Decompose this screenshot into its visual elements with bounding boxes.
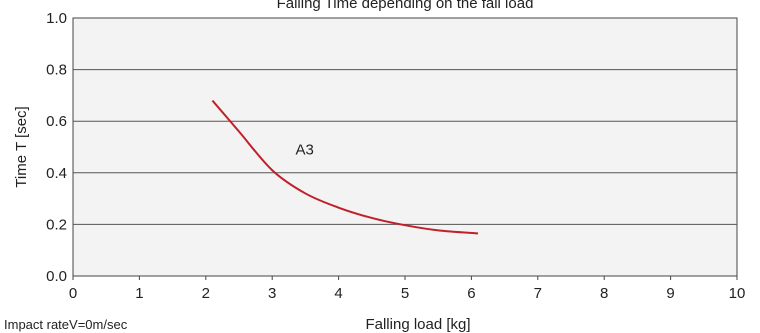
y-tick-label: 0.6 bbox=[46, 113, 67, 130]
x-tick-label: 5 bbox=[401, 285, 409, 302]
y-tick-label: 0.0 bbox=[46, 268, 67, 285]
x-tick-label: 1 bbox=[135, 285, 143, 302]
y-tick-label: 1.0 bbox=[46, 10, 67, 27]
y-axis-title: Time T [sec] bbox=[13, 106, 30, 187]
y-tick-label: 0.4 bbox=[46, 165, 67, 182]
x-tick-label: 10 bbox=[729, 285, 746, 302]
x-tick-label: 8 bbox=[600, 285, 608, 302]
impact-rate-note: Impact rateV=0m/sec bbox=[4, 317, 128, 332]
y-tick-labels: 0.0 0.2 0.4 0.6 0.8 1.0 bbox=[46, 10, 67, 285]
x-tick-label: 9 bbox=[666, 285, 674, 302]
x-tick-labels: 0 1 2 3 4 5 6 7 8 9 10 bbox=[69, 276, 746, 302]
x-tick-label: 0 bbox=[69, 285, 77, 302]
series-annotation-a3: A3 bbox=[295, 142, 313, 159]
chart-title: Falling Time depending on the fall load bbox=[277, 0, 534, 12]
x-axis-title: Falling load [kg] bbox=[365, 316, 470, 333]
x-tick-label: 6 bbox=[467, 285, 475, 302]
x-tick-label: 4 bbox=[334, 285, 342, 302]
series-line-a3 bbox=[211, 99, 479, 235]
x-tick-label: 3 bbox=[268, 285, 276, 302]
y-tick-label: 0.2 bbox=[46, 216, 67, 233]
plot-area bbox=[72, 17, 738, 277]
series-group bbox=[211, 99, 479, 235]
y-tick-label: 0.8 bbox=[46, 62, 67, 79]
x-tick-label: 2 bbox=[202, 285, 210, 302]
x-tick-label: 7 bbox=[534, 285, 542, 302]
